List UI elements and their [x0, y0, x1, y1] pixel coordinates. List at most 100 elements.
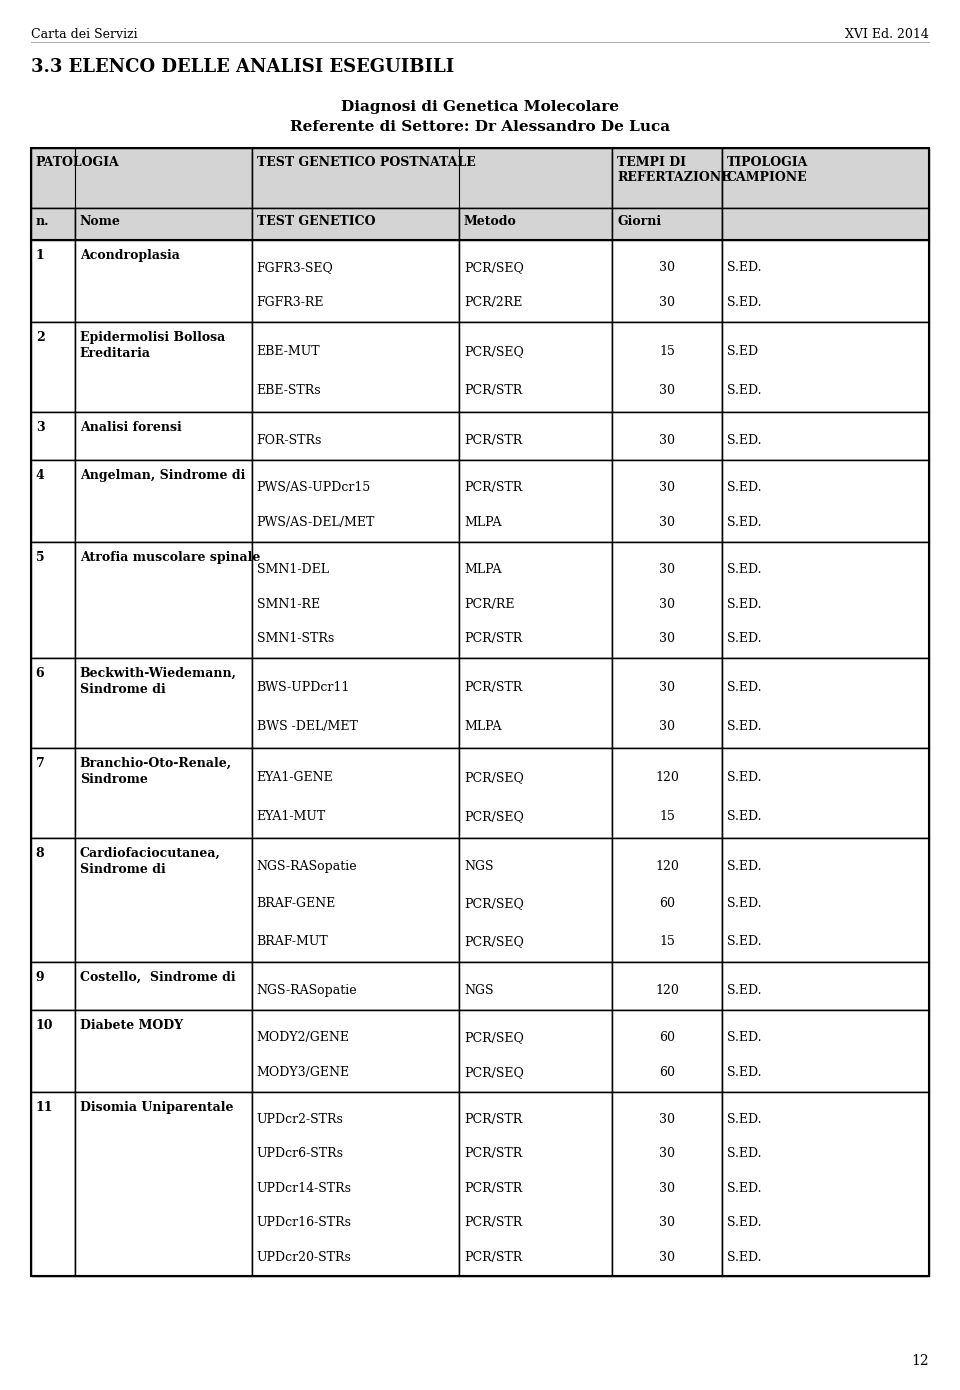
- Text: EYA1-MUT: EYA1-MUT: [256, 809, 325, 823]
- Text: SMN1-STRs: SMN1-STRs: [256, 632, 334, 645]
- Text: PCR/SEQ: PCR/SEQ: [464, 345, 524, 357]
- Bar: [612, 208, 722, 240]
- Text: PCR/STR: PCR/STR: [464, 384, 522, 396]
- Text: S.ED.: S.ED.: [727, 516, 761, 530]
- Bar: [722, 962, 929, 1011]
- Text: 30: 30: [660, 296, 675, 309]
- Text: NGS: NGS: [464, 984, 493, 997]
- Text: 10: 10: [36, 1019, 53, 1031]
- Bar: [722, 542, 929, 657]
- Text: NGS-RASopatie: NGS-RASopatie: [256, 984, 357, 997]
- Text: BWS -DEL/MET: BWS -DEL/MET: [256, 720, 357, 733]
- Bar: [75, 962, 252, 1011]
- Text: EBE-STRs: EBE-STRs: [256, 384, 322, 396]
- Bar: [75, 1011, 252, 1093]
- Bar: [722, 322, 929, 411]
- Text: PWS/AS-UPDcr15: PWS/AS-UPDcr15: [256, 481, 371, 495]
- Text: Atrofia muscolare spinale: Atrofia muscolare spinale: [80, 550, 260, 564]
- Bar: [252, 542, 459, 657]
- Text: S.ED.: S.ED.: [727, 720, 761, 733]
- Text: PCR/STR: PCR/STR: [464, 1216, 522, 1229]
- Text: 30: 30: [660, 261, 675, 274]
- Bar: [612, 542, 722, 657]
- Text: Branchio-Oto-Renale,: Branchio-Oto-Renale,: [80, 758, 232, 770]
- Bar: [31, 411, 75, 460]
- Text: 120: 120: [656, 860, 679, 873]
- Text: 30: 30: [660, 481, 675, 495]
- Bar: [31, 962, 75, 1011]
- Text: TIPOLOGIA
CAMPIONE: TIPOLOGIA CAMPIONE: [727, 156, 808, 183]
- Bar: [612, 147, 722, 208]
- Text: Sindrome di: Sindrome di: [80, 682, 166, 696]
- Text: PCR/SEQ: PCR/SEQ: [464, 898, 524, 910]
- Bar: [252, 1011, 459, 1093]
- Text: PCR/STR: PCR/STR: [464, 434, 522, 446]
- Text: Giorni: Giorni: [617, 215, 661, 228]
- Text: Diabete MODY: Diabete MODY: [80, 1019, 183, 1031]
- Text: NGS-RASopatie: NGS-RASopatie: [256, 860, 357, 873]
- Bar: [459, 748, 612, 838]
- Text: n.: n.: [36, 215, 49, 228]
- Text: UPDcr20-STRs: UPDcr20-STRs: [256, 1251, 351, 1264]
- Text: Disomia Uniparentale: Disomia Uniparentale: [80, 1101, 233, 1113]
- Text: MLPA: MLPA: [464, 516, 501, 530]
- Bar: [75, 240, 252, 322]
- Text: UPDcr14-STRs: UPDcr14-STRs: [256, 1182, 351, 1195]
- Bar: [459, 322, 612, 411]
- Text: PCR/STR: PCR/STR: [464, 1251, 522, 1264]
- Bar: [31, 1093, 75, 1276]
- Bar: [722, 657, 929, 748]
- Text: 30: 30: [660, 434, 675, 446]
- Bar: [31, 657, 75, 748]
- Text: PCR/RE: PCR/RE: [464, 598, 515, 610]
- Text: 30: 30: [660, 384, 675, 396]
- Bar: [459, 1011, 612, 1093]
- Text: 30: 30: [660, 598, 675, 610]
- Text: PCR/SEQ: PCR/SEQ: [464, 1066, 524, 1079]
- Bar: [612, 657, 722, 748]
- Text: 8: 8: [36, 847, 44, 860]
- Bar: [722, 1093, 929, 1276]
- Bar: [252, 240, 459, 322]
- Bar: [252, 322, 459, 411]
- Bar: [459, 657, 612, 748]
- Text: PCR/SEQ: PCR/SEQ: [464, 809, 524, 823]
- Bar: [612, 411, 722, 460]
- Bar: [75, 322, 252, 411]
- Text: 30: 30: [660, 1251, 675, 1264]
- Bar: [252, 838, 459, 962]
- Text: Costello,  Sindrome di: Costello, Sindrome di: [80, 972, 235, 984]
- Bar: [252, 460, 459, 542]
- Bar: [75, 411, 252, 460]
- Bar: [459, 962, 612, 1011]
- Text: 60: 60: [660, 1066, 675, 1079]
- Text: S.ED.: S.ED.: [727, 384, 761, 396]
- Text: S.ED.: S.ED.: [727, 261, 761, 274]
- Text: 1: 1: [36, 249, 44, 261]
- Text: 11: 11: [36, 1101, 53, 1113]
- Bar: [459, 411, 612, 460]
- Text: S.ED.: S.ED.: [727, 598, 761, 610]
- Text: Diagnosi di Genetica Molecolare: Diagnosi di Genetica Molecolare: [341, 100, 619, 114]
- Text: EYA1-GENE: EYA1-GENE: [256, 770, 333, 784]
- Text: 7: 7: [36, 758, 44, 770]
- Bar: [722, 838, 929, 962]
- Text: S.ED.: S.ED.: [727, 1216, 761, 1229]
- Bar: [722, 147, 929, 208]
- Text: 5: 5: [36, 550, 44, 564]
- Text: 15: 15: [660, 345, 675, 357]
- Text: 30: 30: [660, 681, 675, 694]
- Text: TEST GENETICO POSTNATALE: TEST GENETICO POSTNATALE: [256, 156, 475, 170]
- Text: S.ED.: S.ED.: [727, 1066, 761, 1079]
- Bar: [75, 657, 252, 748]
- Text: SMN1-RE: SMN1-RE: [256, 598, 320, 610]
- Text: BRAF-GENE: BRAF-GENE: [256, 898, 336, 910]
- Text: TEST GENETICO: TEST GENETICO: [256, 215, 375, 228]
- Text: FGFR3-RE: FGFR3-RE: [256, 296, 324, 309]
- Bar: [75, 460, 252, 542]
- Bar: [31, 748, 75, 838]
- Bar: [31, 208, 75, 240]
- Text: 15: 15: [660, 809, 675, 823]
- Text: S.ED.: S.ED.: [727, 770, 761, 784]
- Text: MLPA: MLPA: [464, 563, 501, 575]
